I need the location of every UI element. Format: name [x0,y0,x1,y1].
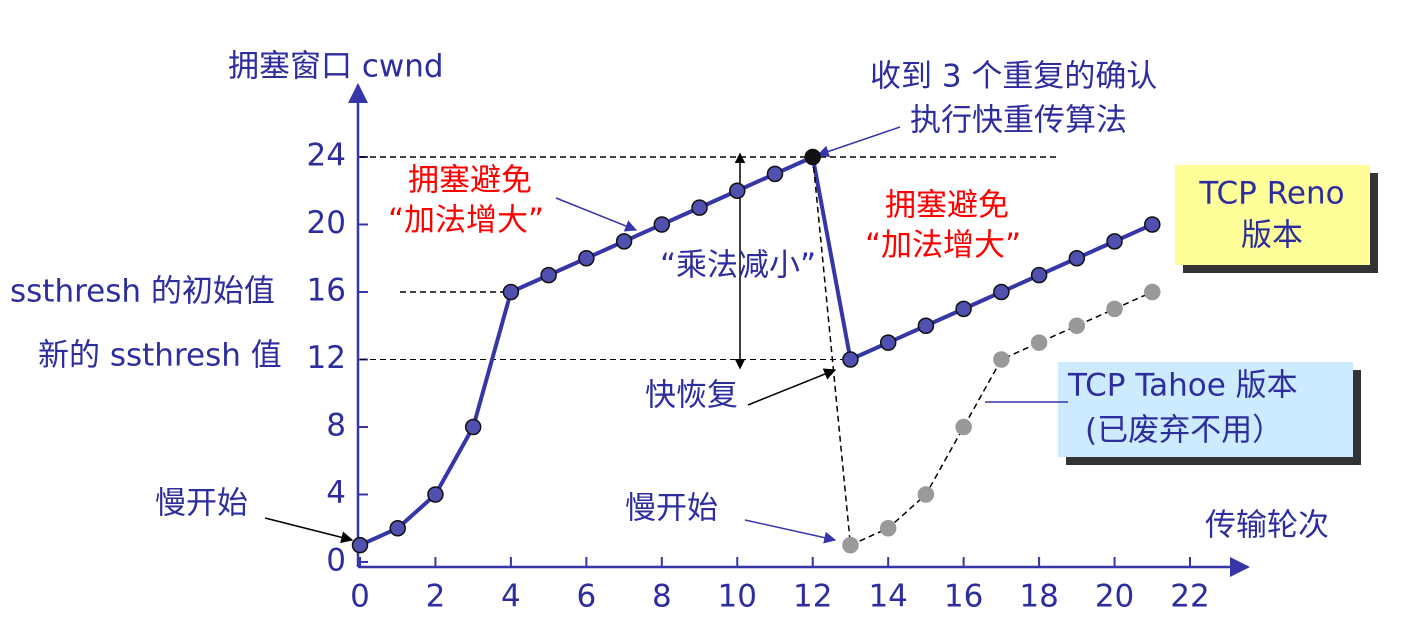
x-tick-label: 0 [350,579,370,615]
decorations [264,83,1378,577]
y-tick-label: 16 [307,273,346,309]
series-line [359,154,1154,547]
x-tick-label: 14 [868,579,907,615]
point [389,520,406,537]
annotation: 慢开始 [155,486,248,522]
annotation: 慢开始 [625,491,718,527]
point [955,300,972,318]
tahoe-box [1058,362,1353,457]
x-tick-label: 4 [501,579,521,615]
arrow [555,197,638,232]
point [427,486,444,503]
arrow [816,126,901,158]
point [351,536,369,554]
point [540,266,557,284]
point [766,165,784,183]
legend-label: TCP Reno [1198,176,1344,212]
x-tick-label: 10 [718,579,757,615]
point [1030,334,1048,351]
x-axis-title: 传输轮次 [1205,508,1329,544]
arrow [744,519,837,544]
legend-label: TCP Tahoe 版本 [1067,368,1298,404]
point [1068,317,1086,334]
annotation: ssthresh 的初始值 [10,274,275,310]
point [1106,300,1123,318]
point [1068,250,1086,267]
point [464,418,482,436]
point [1144,216,1161,233]
annotation: 拥塞避免 [408,163,532,199]
point [615,233,633,250]
y-tick-label: 8 [326,408,346,444]
annotation: 执行快重传算法 [910,103,1127,139]
x-tick-label: 18 [1019,579,1058,615]
y-tick-label: 20 [307,205,346,241]
x-tick-label: 12 [793,579,832,615]
annotation: “乘法减小” [660,248,816,284]
annotation: “加法增大” [865,228,1021,264]
point [653,216,671,233]
x-tick-label: 20 [1095,579,1134,615]
x-tick-label: 22 [1170,579,1209,615]
annotation: “加法增大” [388,203,544,239]
point [1144,283,1161,301]
point [955,418,972,436]
x-tick-label: 8 [652,579,672,615]
annotation: 快恢复 [645,378,738,414]
y-tick-label: 12 [307,340,346,376]
annotation: 新的 ssthresh 值 [38,338,282,374]
point [1106,233,1123,250]
annotation: 收到 3 个重复的确认 [870,59,1157,95]
point [578,250,595,267]
annotation: 版本 [1241,218,1303,254]
point [993,351,1010,368]
y-tick-label: 24 [307,138,346,174]
y-axis-title: 拥塞窗口 cwnd [228,49,444,85]
series-line [811,156,1153,547]
annotation: (已废弃不用） [1085,413,1283,449]
point [842,536,859,554]
x-tick-label: 6 [576,579,596,615]
annotation: 拥塞避免 [885,188,1009,224]
arrow [747,368,837,406]
point [993,283,1010,301]
point [879,334,897,351]
x-tick-label: 2 [426,579,446,615]
point [502,283,520,301]
y-tick-label: 4 [326,475,346,511]
point [917,317,935,334]
point [691,199,708,216]
point [879,520,897,537]
point [804,148,821,166]
x-tick-label: 16 [944,579,983,615]
point [729,182,746,199]
arrow [264,517,354,544]
reno-box [1175,165,1370,265]
point [917,486,935,503]
y-tick-label: 0 [326,543,346,579]
point [842,351,859,368]
point [1030,266,1048,284]
